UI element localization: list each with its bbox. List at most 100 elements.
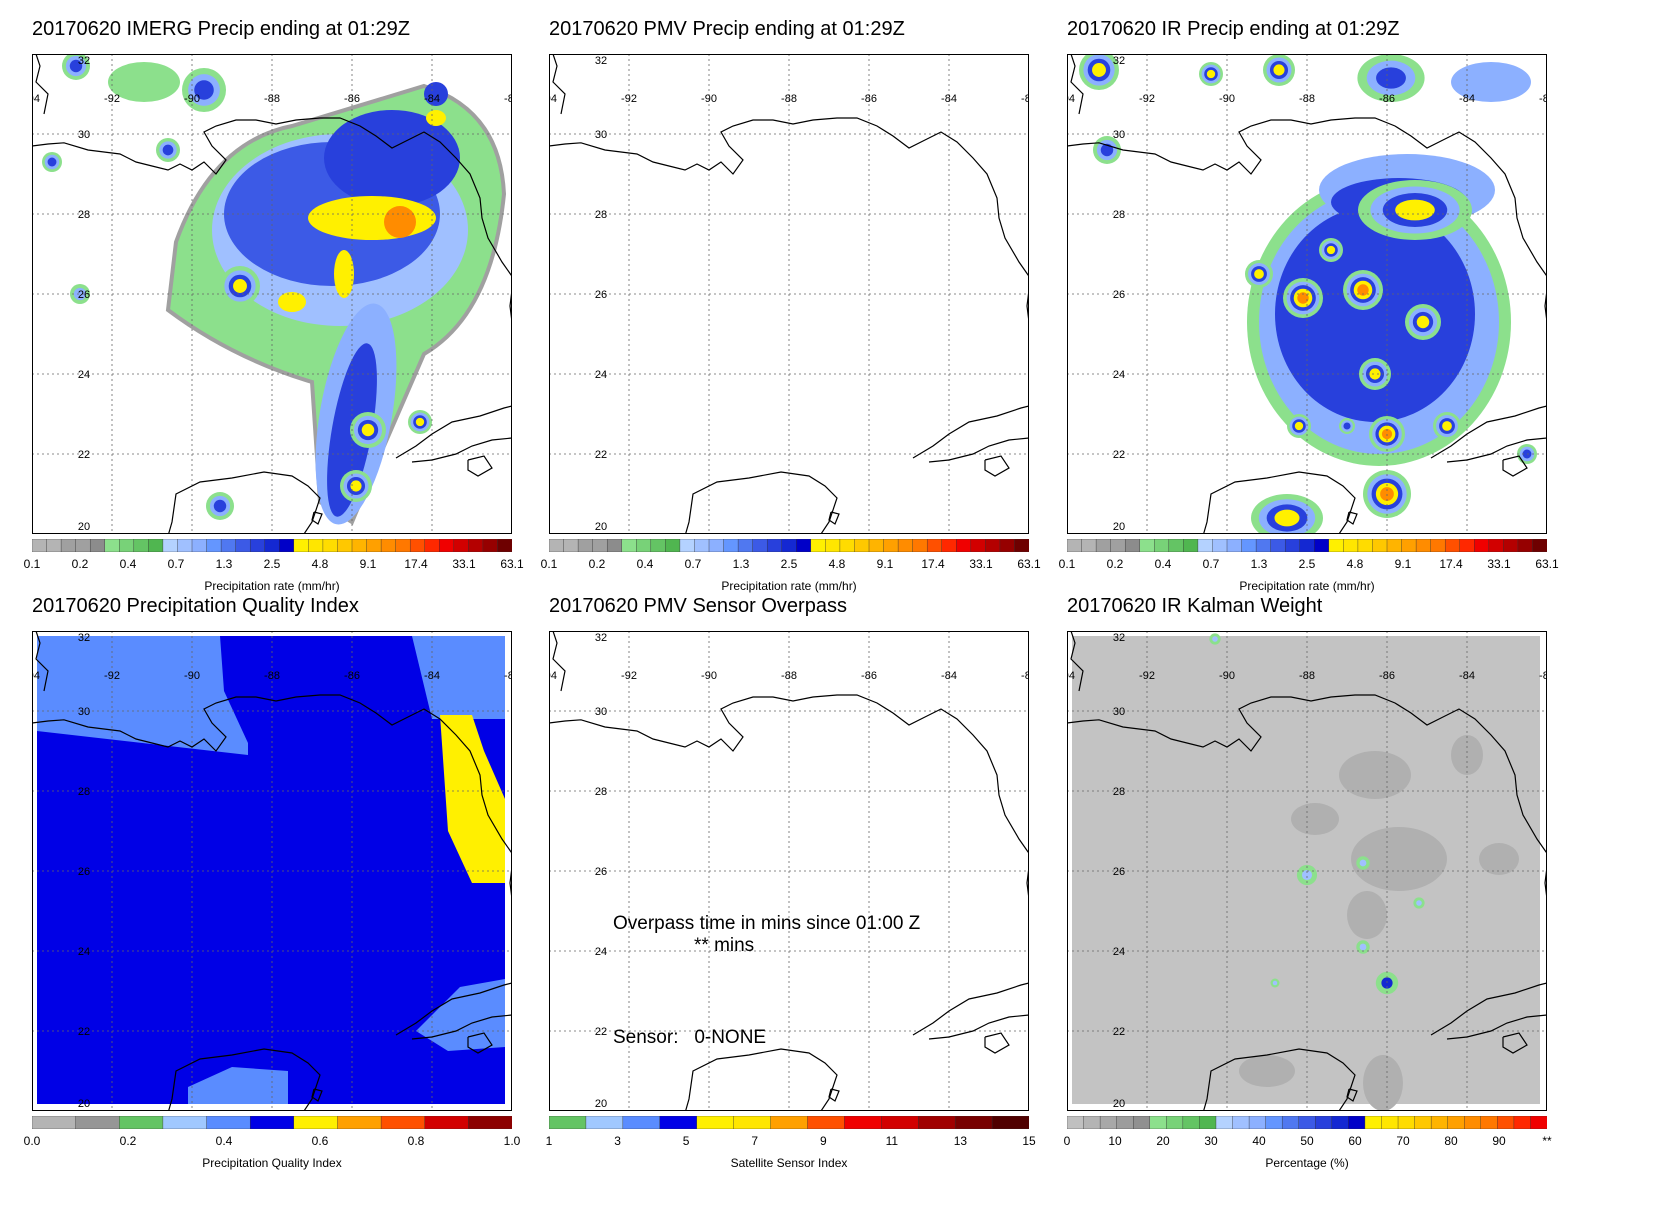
lat-tick-label: 22 [1113, 449, 1125, 461]
precip-cell [1357, 284, 1369, 296]
colorbar-swatch [1386, 539, 1403, 552]
colorbar-tick-label: 1.3 [215, 557, 233, 571]
colorbar-swatch [1503, 539, 1519, 552]
colorbar-tick-label: 4.8 [311, 557, 329, 571]
colorbar-tick-label: 0.6 [311, 1134, 329, 1148]
colorbar-tick-label: 11 [885, 1134, 899, 1148]
lat-tick-label: 30 [78, 129, 90, 141]
kalman-high-weight [1359, 943, 1367, 951]
kalman-low-weight [1239, 1055, 1295, 1087]
colorbar-swatch [1014, 539, 1029, 552]
lat-tick-label: 30 [1113, 129, 1125, 141]
lat-tick-label: 32 [595, 632, 607, 644]
colorbar-swatch [770, 1116, 808, 1129]
colorbar-swatch [1447, 1116, 1465, 1129]
colorbar-tick-label: 33.1 [969, 557, 993, 571]
colorbar-swatch [32, 539, 48, 552]
colorbar-swatch [424, 539, 440, 552]
lon-tick-label: -90 [1219, 93, 1235, 105]
colorbar-swatch [1270, 539, 1286, 552]
colorbar-tick-label: ** [1542, 1134, 1552, 1148]
colorbar-swatch [1415, 539, 1432, 552]
colorbar-tick-label: 0.4 [1154, 557, 1172, 571]
colorbar-tick-label: 40 [1252, 1134, 1266, 1148]
colorbar-swatch [162, 1116, 208, 1129]
lat-tick-label: 28 [595, 786, 607, 798]
map-canvas: -94 -92 -90 -88 -86 -84 -82 32 30 28 26 24 22 20 [1067, 631, 1547, 1111]
colorbar-swatch [1139, 539, 1155, 552]
colorbar-tick-label: 63.1 [1535, 557, 1559, 571]
pqi-region-medium [412, 636, 505, 719]
lon-tick-label: -94 [1067, 93, 1075, 105]
lat-tick-label: 32 [595, 55, 607, 67]
colorbar-swatch [1284, 539, 1301, 552]
colorbar-swatch [468, 539, 484, 552]
panel-title: 20170620 Precipitation Quality Index [32, 595, 359, 617]
lat-tick-label: 22 [595, 449, 607, 461]
colorbar-label: Precipitation rate (mm/hr) [721, 579, 857, 593]
colorbar-swatch [293, 539, 309, 552]
colorbar-swatch [1154, 539, 1170, 552]
lon-tick-label: -82 [504, 93, 512, 105]
colorbar-swatch [1517, 539, 1533, 552]
colorbar-swatch [1381, 1116, 1399, 1129]
kalman-low-weight [1339, 751, 1411, 799]
colorbar-swatch [366, 539, 382, 552]
colorbar-tick-label: 70 [1396, 1134, 1410, 1148]
colorbar-tick-label: 0.7 [684, 557, 702, 571]
precip-cell [108, 62, 180, 102]
colorbar-swatches [32, 539, 512, 552]
colorbar-swatch [918, 1116, 956, 1129]
colorbar-swatch [999, 539, 1015, 552]
graticule [549, 631, 1029, 1111]
colorbar-swatch [1530, 1116, 1547, 1129]
lat-tick-label: 32 [78, 55, 90, 67]
lon-tick-label: -86 [344, 93, 360, 105]
colorbar-tick-label: 13 [953, 1134, 968, 1148]
colorbar-swatch [1430, 539, 1446, 552]
colorbar-swatch [1464, 1116, 1482, 1129]
precip-cell [350, 480, 362, 492]
colorbar-swatch [439, 539, 455, 552]
lat-tick-label: 20 [595, 521, 607, 533]
map-frame: -94 -92 -90 -88 -86 -84 -82 32 30 28 26 24 22 20 [1067, 631, 1547, 1111]
colorbar-swatch [912, 539, 928, 552]
colorbar-tick-label: 1.3 [1250, 557, 1268, 571]
lon-tick-label: -92 [1139, 670, 1155, 682]
lon-tick-label: -90 [184, 93, 200, 105]
lon-tick-label: -82 [504, 670, 512, 682]
panel-pqi: 20170620 Precipitation Quality Index-94-… [24, 595, 552, 1190]
lat-tick-label: 24 [78, 369, 90, 381]
colorbar-swatch [1183, 539, 1199, 552]
colorbar-swatch [621, 539, 637, 552]
coastline [549, 631, 1029, 1111]
precip-cell [1294, 421, 1304, 431]
coastline [1067, 631, 1547, 1111]
colorbar-swatch [1241, 539, 1257, 552]
colorbar-swatch [985, 539, 1001, 552]
colorbar-swatch [322, 539, 338, 552]
colorbar-tick-label: 20 [1156, 1134, 1170, 1148]
colorbar-swatch [453, 539, 469, 552]
colorbar-swatch [220, 539, 237, 552]
colorbar-swatch [577, 539, 594, 552]
colorbar [32, 539, 512, 552]
precip-cell [278, 292, 306, 312]
coastline [32, 54, 512, 534]
pqi-region-high [440, 715, 505, 883]
lat-tick-label: 22 [78, 449, 90, 461]
colorbar-tick-label: 1 [545, 1134, 553, 1148]
panel-imerg: 20170620 IMERG Precip ending at 01:29Z -9… [24, 18, 552, 613]
lon-tick-label: -90 [701, 93, 717, 105]
colorbar-label: Precipitation rate (mm/hr) [1239, 579, 1375, 593]
colorbar-swatch [1083, 1116, 1101, 1129]
lat-tick-label: 20 [78, 521, 90, 533]
colorbar-tick-label: 7 [751, 1134, 759, 1148]
panel-ir: 20170620 IR Precip ending at 01:29Z-94-9… [1059, 18, 1587, 613]
precip-cell [233, 279, 247, 293]
colorbar-swatches [1067, 1116, 1547, 1129]
colorbar-tick-label: 9 [819, 1134, 827, 1148]
panel-sensor: 20170620 PMV Sensor Overpass -94 -92 -90 -88… [545, 595, 1069, 1190]
lat-tick-label: 22 [595, 1026, 607, 1038]
colorbar-swatch [206, 539, 222, 552]
